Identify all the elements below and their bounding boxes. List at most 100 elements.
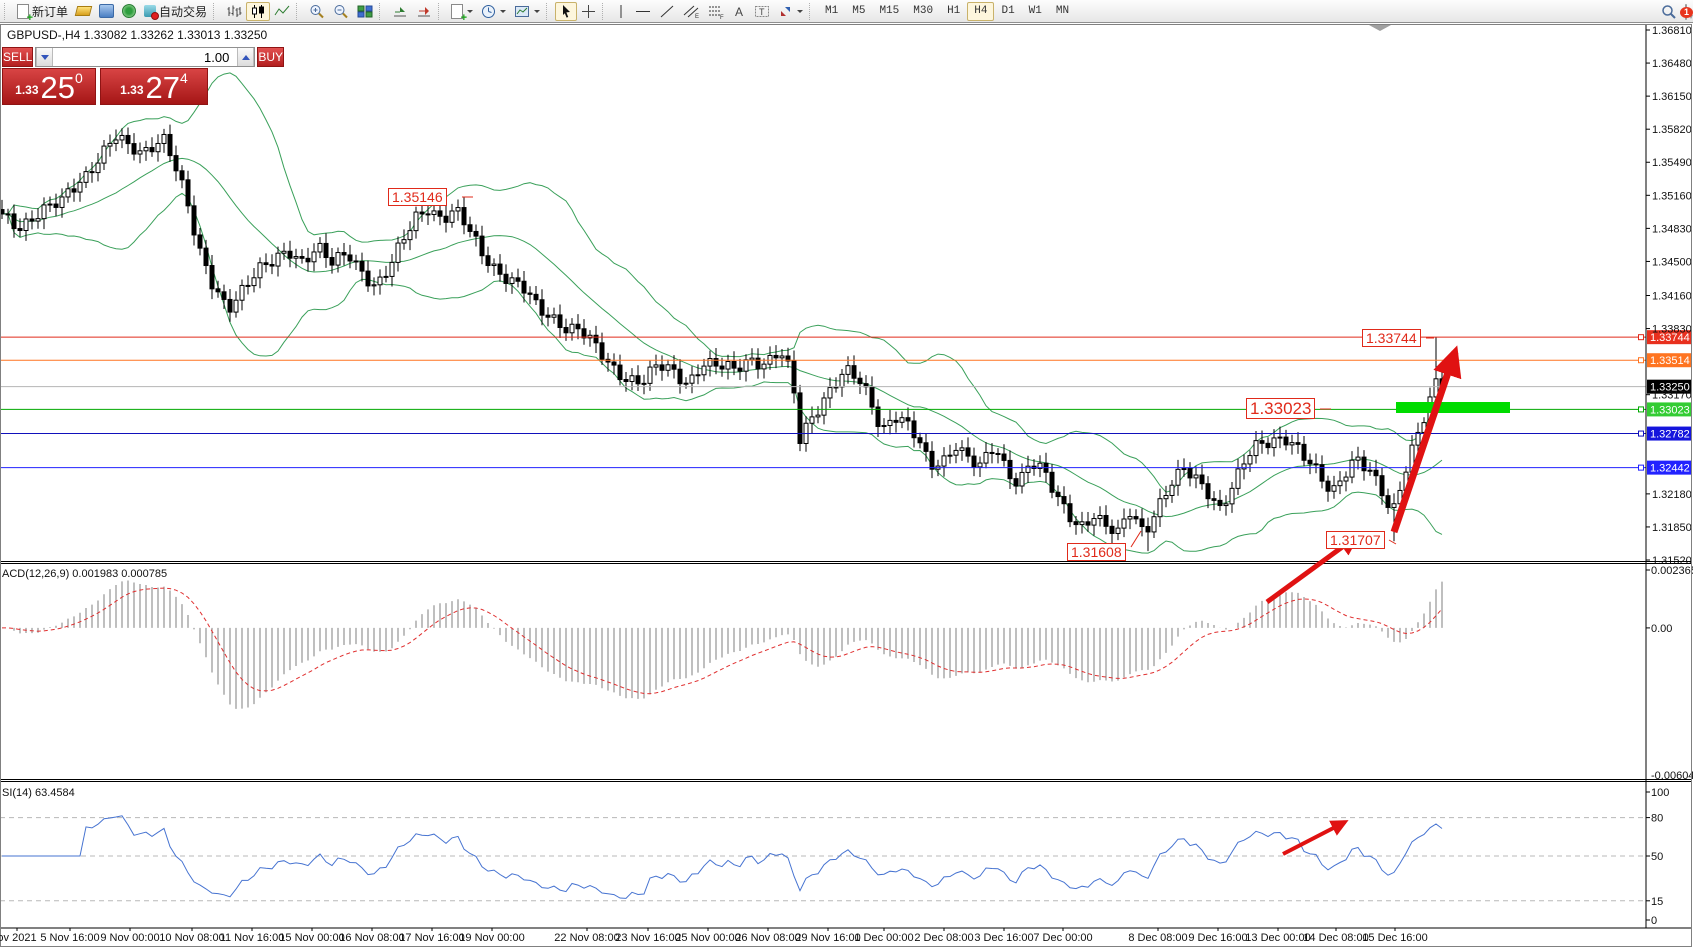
svg-text:ov 2021: ov 2021 (0, 932, 37, 944)
zoom-in-button[interactable] (305, 2, 329, 21)
channel-button[interactable]: E (679, 2, 704, 21)
svg-text:1.33023: 1.33023 (1650, 404, 1690, 416)
price-annotation[interactable]: 1.33023 (1246, 398, 1316, 419)
price-annotation[interactable]: 1.31707 (1326, 531, 1385, 549)
bar-chart-button[interactable] (222, 2, 246, 21)
svg-text:0.00: 0.00 (1651, 623, 1672, 635)
svg-text:26 Nov 08:00: 26 Nov 08:00 (735, 932, 800, 944)
buy-price-display[interactable]: 1.33 27 4 (100, 68, 208, 105)
svg-text:1.34500: 1.34500 (1652, 256, 1692, 268)
buy-button[interactable]: BUY (257, 47, 285, 67)
candlestick-chart-button[interactable] (246, 1, 271, 21)
horizontal-line-button[interactable] (631, 2, 655, 21)
svg-text:100: 100 (1651, 787, 1669, 799)
svg-text:5 Nov 16:00: 5 Nov 16:00 (40, 932, 99, 944)
volume-decrease-button[interactable] (36, 48, 54, 66)
timeframe-d1-button[interactable]: D1 (1001, 5, 1015, 17)
channel-icon: E (683, 5, 699, 19)
line-chart-button[interactable] (270, 2, 294, 21)
tile-windows-button[interactable] (353, 2, 377, 21)
arrows-icon (781, 6, 791, 16)
svg-text:50: 50 (1651, 851, 1663, 863)
templates-icon (515, 5, 530, 17)
auto-scroll-button[interactable] (388, 2, 412, 21)
cursor-button[interactable] (555, 1, 578, 21)
auto-scroll-icon (394, 6, 407, 16)
notifications-button[interactable]: 1 (1680, 3, 1693, 20)
chart-title: GBPUSD-,H4 1.33082 1.33262 1.33013 1.332… (7, 28, 268, 42)
timeframe-m30-button[interactable]: M30 (913, 5, 934, 17)
svg-text:29 Nov 16:00: 29 Nov 16:00 (795, 932, 860, 944)
toolbar-separator (438, 2, 443, 20)
svg-text:1 Dec 00:00: 1 Dec 00:00 (854, 932, 913, 944)
market-button[interactable] (72, 2, 95, 21)
fibonacci-button[interactable]: F (704, 2, 729, 21)
new-order-button[interactable]: 新订单 (13, 2, 72, 24)
timeframe-m5-button[interactable]: M5 (852, 5, 866, 17)
timeframe-m15-button[interactable]: M15 (879, 5, 900, 17)
chart-shift-button[interactable] (412, 2, 436, 21)
timeframe-h1-button[interactable]: H1 (947, 5, 961, 17)
one-click-trading-panel: SELL BUY 1.33 25 0 1.33 27 4 (2, 47, 285, 105)
arrows-button[interactable] (774, 2, 807, 21)
svg-text:1.35490: 1.35490 (1652, 157, 1692, 169)
volume-increase-button[interactable] (237, 48, 255, 66)
price-annotation[interactable]: 1.35146 (388, 188, 447, 206)
periods-clock-icon (482, 4, 496, 18)
text-button[interactable]: A (729, 2, 750, 21)
sell-price-display[interactable]: 1.33 25 0 (2, 68, 96, 105)
auto-trading-icon (144, 5, 160, 20)
svg-text:1.31850: 1.31850 (1652, 522, 1692, 534)
svg-text:1.32442: 1.32442 (1650, 463, 1690, 475)
zoom-in-icon (310, 4, 324, 18)
sell-button[interactable]: SELL (2, 47, 34, 67)
svg-text:1.35160: 1.35160 (1652, 190, 1692, 202)
svg-text:10 Nov 08:00: 10 Nov 08:00 (159, 932, 224, 944)
timeframe-mn-button[interactable]: MN (1055, 5, 1070, 17)
svg-text:T: T (759, 7, 765, 17)
zoom-out-icon (334, 4, 348, 18)
signals-button[interactable] (118, 2, 140, 21)
price-annotation[interactable]: 1.31608 (1067, 543, 1126, 561)
signals-icon (122, 4, 137, 18)
indicators-button[interactable] (447, 2, 477, 24)
timeframe-w1-button[interactable]: W1 (1028, 5, 1042, 17)
volume-input[interactable] (53, 48, 238, 66)
text-label-button[interactable]: T (750, 2, 774, 21)
svg-text:-0.006048: -0.006048 (1651, 770, 1693, 782)
svg-text:22 Nov 08:00: 22 Nov 08:00 (554, 932, 619, 944)
toolbar-separator (213, 2, 218, 20)
toolbar-separator (296, 2, 301, 20)
publish-button[interactable] (95, 2, 118, 21)
toolbar-separator (546, 2, 551, 20)
search-icon[interactable] (1661, 4, 1677, 20)
zoom-out-button[interactable] (329, 2, 353, 21)
auto-trading-button[interactable]: 自动交易 (140, 2, 211, 21)
svg-text:15 Nov 00:00: 15 Nov 00:00 (279, 932, 344, 944)
crosshair-button[interactable] (577, 2, 600, 21)
buy-price-small: 1.33 (120, 83, 144, 97)
svg-text:17 Nov 16:00: 17 Nov 16:00 (399, 932, 464, 944)
tile-windows-icon (357, 5, 373, 17)
toolbar-separator (602, 2, 607, 20)
periods-button[interactable] (477, 2, 510, 21)
trendline-button[interactable] (655, 2, 679, 21)
svg-text:15 Dec 16:00: 15 Dec 16:00 (1362, 932, 1427, 944)
timeframe-m1-button[interactable]: M1 (825, 5, 839, 17)
timeframe-h4-button[interactable]: H4 (967, 1, 995, 21)
svg-text:1.33250: 1.33250 (1650, 382, 1690, 394)
fibonacci-icon: F (709, 6, 724, 19)
templates-button[interactable] (510, 2, 544, 21)
candlestick-chart-icon (252, 4, 265, 18)
svg-text:1.36480: 1.36480 (1652, 58, 1692, 70)
svg-text:2 Dec 08:00: 2 Dec 08:00 (914, 932, 973, 944)
toolbar-separator (4, 2, 9, 20)
notification-badge: 1 (1680, 6, 1693, 18)
toolbar-right-group: 1 (1661, 0, 1693, 23)
price-annotation[interactable]: 1.33744 (1362, 329, 1421, 347)
vertical-line-button[interactable] (611, 2, 631, 21)
svg-text:F: F (720, 15, 724, 19)
svg-text:19 Nov 00:00: 19 Nov 00:00 (459, 932, 524, 944)
publish-icon (99, 4, 115, 18)
